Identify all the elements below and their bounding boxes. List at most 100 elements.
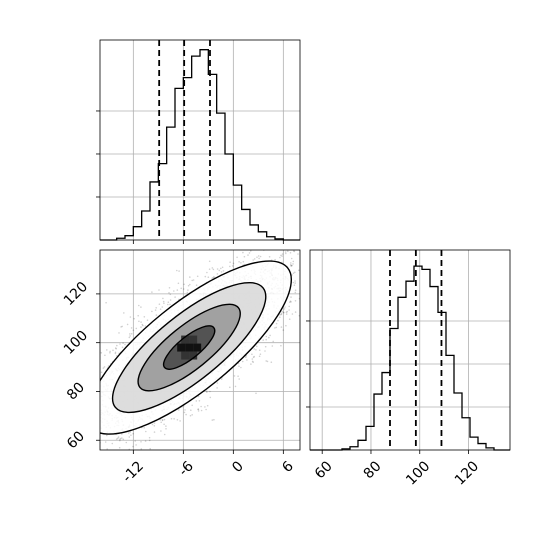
- scatter-point: [153, 422, 156, 424]
- scatter-point: [112, 349, 114, 352]
- scatter-point: [292, 250, 295, 252]
- scatter-point: [84, 429, 86, 431]
- scatter-point: [151, 291, 153, 293]
- scatter-point: [126, 323, 129, 326]
- scatter-point: [189, 283, 191, 286]
- joint-density-x-tick-label: 6: [279, 458, 297, 476]
- scatter-point: [158, 289, 160, 291]
- scatter-point: [208, 260, 211, 263]
- scatter-point: [281, 310, 284, 313]
- scatter-point: [173, 418, 175, 420]
- scatter-point: [93, 475, 95, 477]
- scatter-point: [62, 425, 64, 427]
- scatter-point: [304, 277, 306, 279]
- scatter-point: [264, 214, 266, 216]
- scatter-point: [142, 324, 144, 327]
- histogram-y-panel: 60 80 100 120: [306, 249, 511, 489]
- scatter-point: [38, 437, 40, 439]
- scatter-point: [78, 416, 80, 418]
- scatter-point: [81, 404, 83, 406]
- histogram-x-steps: [100, 49, 300, 241]
- scatter-point: [277, 319, 279, 322]
- scatter-point: [266, 360, 269, 363]
- scatter-point: [62, 402, 64, 404]
- scatter-point: [96, 393, 98, 395]
- scatter-point: [191, 414, 193, 416]
- scatter-point: [122, 455, 124, 457]
- scatter-point: [61, 442, 63, 444]
- scatter-point: [78, 412, 80, 414]
- scatter-point: [53, 438, 55, 440]
- scatter-point: [209, 396, 212, 399]
- scatter-point: [80, 407, 82, 409]
- scatter-point: [298, 269, 300, 272]
- scatter-point: [92, 428, 94, 430]
- scatter-point: [285, 324, 287, 327]
- scatter-point: [312, 280, 314, 282]
- scatter-point: [121, 346, 124, 349]
- scatter-point: [140, 441, 142, 443]
- scatter-point: [316, 300, 318, 302]
- scatter-point: [129, 333, 131, 335]
- scatter-point: [205, 390, 208, 392]
- scatter-point: [40, 441, 42, 443]
- scatter-point: [211, 277, 213, 280]
- scatter-point: [279, 313, 281, 316]
- scatter-point: [307, 253, 309, 255]
- scatter-point: [117, 457, 119, 459]
- scatter-point: [135, 444, 137, 446]
- histogram-y-grid: [310, 250, 510, 450]
- scatter-point: [59, 403, 61, 405]
- scatter-point: [250, 363, 252, 365]
- scatter-point: [86, 431, 88, 433]
- scatter-point: [133, 317, 135, 320]
- scatter-point: [301, 262, 303, 264]
- scatter-point: [97, 416, 99, 418]
- scatter-point: [115, 438, 118, 440]
- scatter-point: [94, 410, 96, 412]
- scatter-point: [116, 344, 118, 347]
- scatter-point: [91, 374, 93, 376]
- scatter-point: [132, 329, 135, 332]
- scatter-point: [290, 257, 293, 260]
- scatter-point: [132, 445, 134, 448]
- scatter-point: [178, 270, 180, 272]
- scatter-point: [259, 255, 262, 258]
- scatter-point: [301, 248, 303, 250]
- scatter-point: [74, 469, 76, 471]
- scatter-point: [257, 255, 260, 257]
- scatter-point: [72, 427, 74, 429]
- scatter-point: [240, 262, 242, 264]
- scatter-point: [153, 425, 156, 427]
- scatter-point: [118, 332, 120, 334]
- scatter-point: [90, 456, 92, 458]
- scatter-point: [102, 367, 105, 369]
- scatter-point: [258, 349, 261, 352]
- scatter-point: [282, 311, 285, 314]
- scatter-point: [287, 242, 289, 244]
- scatter-point: [111, 442, 114, 445]
- scatter-point: [211, 419, 214, 421]
- scatter-point: [216, 382, 219, 384]
- scatter-point: [196, 275, 199, 278]
- scatter-point: [121, 325, 123, 328]
- scatter-point: [213, 418, 215, 421]
- scatter-point: [294, 282, 297, 284]
- scatter-point: [302, 288, 304, 290]
- scatter-point: [97, 419, 99, 421]
- scatter-point: [282, 329, 285, 331]
- joint-density-x-tick-label: -12: [119, 458, 146, 485]
- scatter-point: [154, 309, 157, 311]
- scatter-point: [51, 517, 53, 519]
- scatter-point: [294, 289, 297, 292]
- scatter-point: [312, 218, 314, 220]
- scatter-point: [122, 438, 125, 441]
- scatter-point: [192, 279, 195, 281]
- scatter-point: [83, 406, 85, 408]
- scatter-point: [204, 406, 206, 408]
- scatter-point: [93, 382, 95, 384]
- scatter-point: [153, 431, 156, 433]
- scatter-point: [268, 255, 271, 258]
- scatter-point: [103, 454, 105, 456]
- scatter-point: [311, 301, 313, 303]
